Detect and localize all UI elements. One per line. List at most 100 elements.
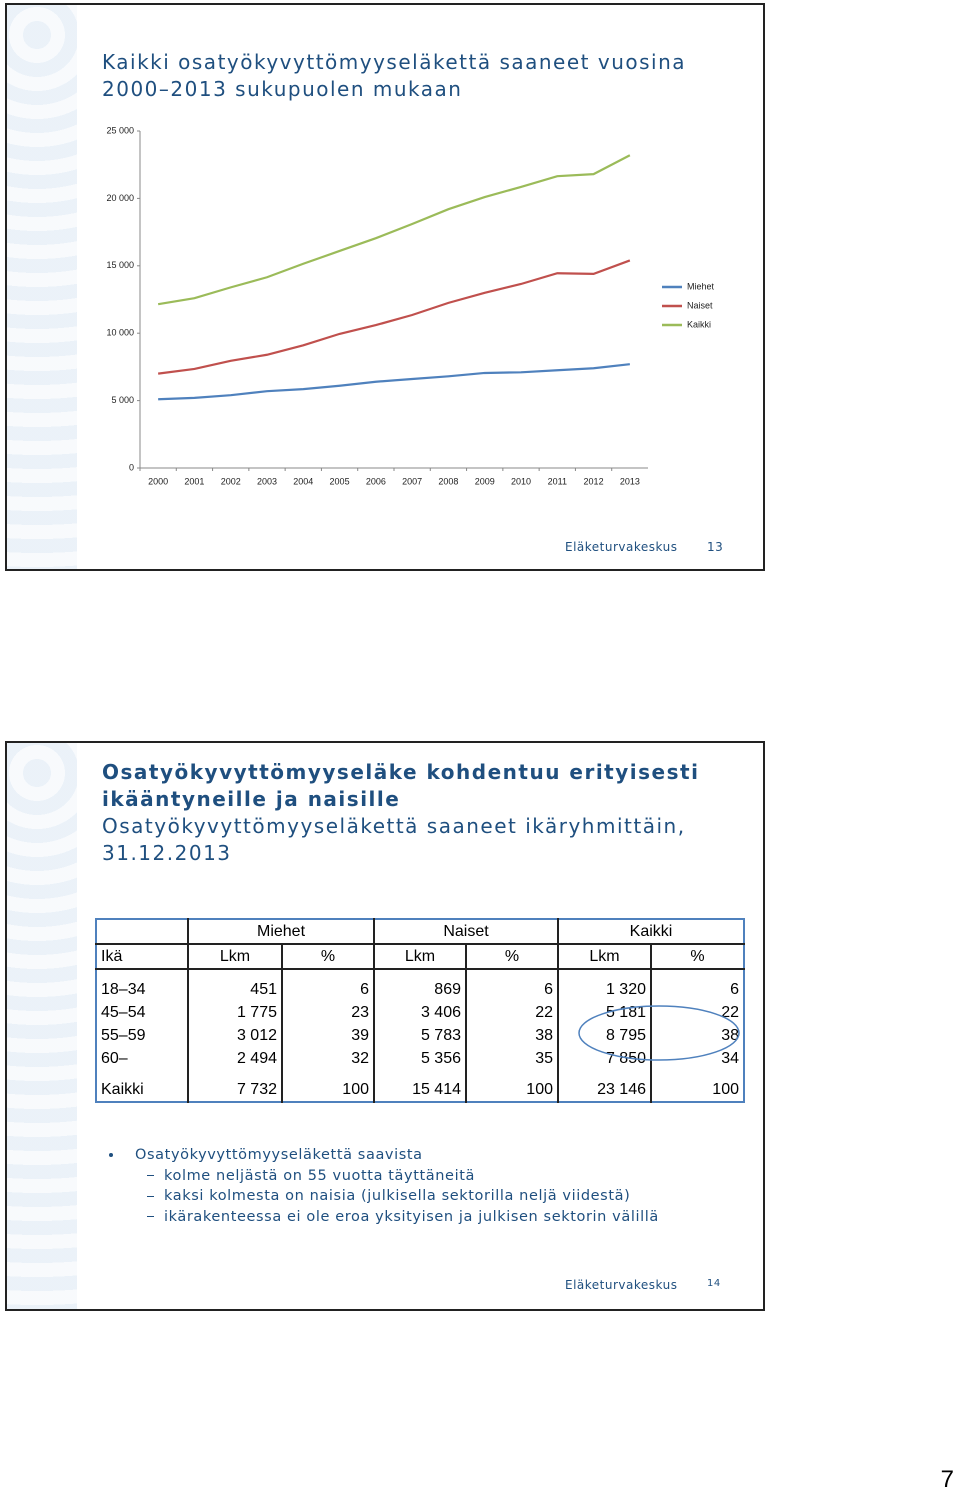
group-header: Naiset — [373, 919, 558, 944]
column-header: Lkm — [557, 943, 651, 969]
cell: 5 783 — [373, 1024, 466, 1047]
y-tick-label: 25 000 — [106, 125, 134, 135]
dash — [147, 1216, 154, 1217]
cell: 1 775 — [187, 1001, 282, 1024]
cell: 3 406 — [373, 1001, 466, 1024]
decoration — [7, 5, 77, 569]
cell: 38 — [650, 1024, 744, 1047]
x-tick-label: 2008 — [438, 476, 458, 486]
cell: 869 — [373, 968, 466, 1001]
cell: 8 795 — [557, 1024, 651, 1047]
x-tick-label: 2012 — [584, 476, 604, 486]
line-series — [158, 259, 631, 375]
x-tick-label: 2005 — [330, 476, 350, 486]
table-row: 55–59 3 012 39 5 783 38 8 795 38 — [96, 1024, 744, 1047]
footer: Eläketurvakeskus — [565, 1278, 678, 1292]
legend-label: Miehet — [687, 281, 715, 291]
y-tick-label: 15 000 — [106, 260, 134, 270]
cell: 7 850 — [557, 1047, 651, 1070]
y-tick-label: 5 000 — [111, 395, 134, 405]
legend-label: Naiset — [687, 300, 713, 310]
x-tick-label: 2002 — [221, 476, 241, 486]
x-tick-label: 2013 — [620, 476, 640, 486]
cell: 32 — [281, 1047, 374, 1070]
dash — [147, 1175, 154, 1176]
cell: 100 — [281, 1070, 374, 1102]
cell: 100 — [650, 1070, 744, 1102]
cell: 6 — [465, 968, 558, 1001]
cell: 6 — [281, 968, 374, 1001]
group-row: Miehet Naiset Kaikki — [96, 919, 744, 944]
y-tick-label: 10 000 — [106, 328, 134, 338]
table: Miehet Naiset Kaikki Ikä Lkm% Lkm% Lkm% 18–34 45… — [95, 918, 745, 1103]
cell: 23 146 — [557, 1070, 651, 1102]
cell: 34 — [650, 1047, 744, 1070]
table-row: 45–54 1 775 23 3 406 22 5 181 22 — [96, 1001, 744, 1024]
decoration — [7, 743, 77, 1309]
cell: 7 732 — [187, 1070, 282, 1102]
group-header: Miehet — [187, 919, 374, 944]
cell: 22 — [465, 1001, 558, 1024]
item-text: ikärakenteessa ei ole eroa yksityisen ja… — [164, 1208, 659, 1225]
cell: 23 — [281, 1001, 374, 1024]
bullet-marker — [109, 1153, 113, 1157]
chart: 0 5 000 10 000 15 000 20 000 25 000 2000 2001 20… — [106, 125, 715, 486]
cell: 5 181 — [557, 1001, 651, 1024]
cell: 60– — [101, 1049, 128, 1067]
column-header: Ikä — [96, 943, 188, 969]
x-tick-label: 2001 — [184, 476, 204, 486]
title-line: ikääntyneille ja naisille — [102, 787, 401, 811]
cell: Kaikki — [101, 1080, 144, 1098]
dash — [147, 1195, 154, 1197]
subtitle-line: 31.12.2013 — [102, 841, 232, 865]
y-tick-label: 0 — [129, 462, 134, 472]
column-header: Lkm — [373, 943, 466, 969]
header-row: Ikä Lkm% Lkm% Lkm% — [96, 943, 744, 969]
page-number: 7 — [940, 1466, 954, 1493]
footer: Eläketurvakeskus — [565, 540, 678, 554]
table-row: 60– 2 494 32 5 356 35 7 850 34 — [96, 1047, 744, 1070]
table-row: 18–34 451 6 869 6 1 320 6 — [96, 968, 744, 1001]
cell: 45–54 — [101, 1003, 146, 1021]
y-tick-label: 20 000 — [106, 193, 134, 203]
cell: 15 414 — [373, 1070, 466, 1102]
legend-label: Kaikki — [687, 319, 711, 329]
cell: 55–59 — [101, 1026, 146, 1044]
x-tick-label: 2009 — [475, 476, 495, 486]
cell: 18–34 — [96, 968, 188, 1001]
x-tick-label: 2010 — [511, 476, 531, 486]
item-text: kolme neljästä on 55 vuotta täyttäneitä — [164, 1167, 475, 1184]
cell: 1 320 — [557, 968, 651, 1001]
bullet-text: Osatyökyvyttömyyseläkettä saavista — [135, 1147, 423, 1163]
column-header: % — [465, 943, 558, 969]
x-tick-label: 2004 — [293, 476, 313, 486]
bullet: Osatyökyvyttömyyseläkettä saavista — [104, 1145, 659, 1166]
x-tick-label: 2003 — [257, 476, 277, 486]
cell: 39 — [281, 1024, 374, 1047]
subtitle-line: Osatyökyvyttömyyseläkettä saaneet ikäryh… — [102, 814, 686, 838]
cell: 6 — [650, 968, 744, 1001]
table-row: Kaikki 7 732 100 15 414 100 23 146 100 — [96, 1070, 744, 1102]
x-tick-label: 2007 — [402, 476, 422, 486]
x-tick-label: 2000 — [148, 476, 168, 486]
item-text: kaksi kolmesta on naisia (julkisella sek… — [164, 1188, 631, 1204]
cell: 451 — [187, 968, 282, 1001]
cell: 3 012 — [187, 1024, 282, 1047]
column-header: Lkm — [187, 943, 282, 969]
cell: 5 356 — [373, 1047, 466, 1070]
x-tick-label: 2006 — [366, 476, 386, 486]
cell: 2 494 — [187, 1047, 282, 1070]
group-header: Kaikki — [557, 919, 744, 944]
slide-number: 13 — [707, 540, 724, 554]
slide: Kaikki osatyökyvyttömyyseläkettä saaneet… — [5, 3, 765, 571]
column-header: % — [650, 943, 744, 969]
chart-title: Kaikki osatyökyvyttömyyseläkettä saaneet… — [102, 50, 687, 101]
item: ikärakenteessa ei ole eroa yksityisen ja… — [104, 1207, 659, 1228]
slide: Osatyökyvyttömyyseläke kohdentuu erityis… — [5, 741, 765, 1311]
title-line: Osatyökyvyttömyyseläke kohdentuu erityis… — [102, 760, 700, 784]
cell — [96, 919, 188, 944]
slide-number: 14 — [707, 1278, 721, 1289]
cell: 100 — [465, 1070, 558, 1102]
slide-title: Osatyökyvyttömyyseläke kohdentuu erityis… — [102, 759, 699, 867]
